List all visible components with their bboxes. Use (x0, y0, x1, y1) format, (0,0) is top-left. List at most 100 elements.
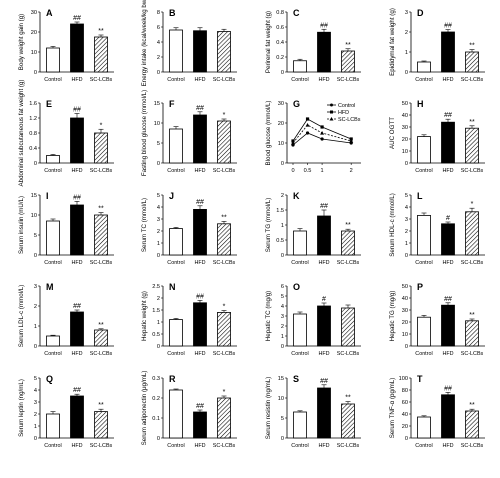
y-tick-label: 10 (31, 213, 37, 219)
bar-control (169, 389, 183, 439)
panel-letter: P (417, 282, 423, 292)
bar-control (293, 313, 307, 347)
category-label: HFD (194, 351, 205, 357)
y-axis-label: Perirenal fat weight (g) (265, 11, 272, 73)
bar-sc-lcbs (217, 223, 231, 256)
y-axis-label: Abdominal subcutaneous fat weight (g) (18, 80, 25, 187)
panel-letter: T (417, 374, 423, 384)
category-label: SC-LCBs (337, 77, 360, 83)
y-tick-label: 5 (157, 141, 160, 147)
category-label: Control (167, 443, 184, 449)
panel-letter: A (46, 8, 53, 18)
category-label: SC-LCBs (213, 351, 236, 357)
category-label: SC-LCBs (213, 168, 236, 174)
category-label: HFD (442, 351, 453, 357)
bar-hfd (70, 117, 84, 164)
y-tick-label: 100 (399, 376, 408, 382)
category-label: HFD (194, 260, 205, 266)
bar-hfd (70, 311, 84, 347)
y-tick-label: 2 (34, 304, 37, 310)
panel-i: 0 5 10 15 Serum insulin (mU/L) I Control ## HFD *… (18, 191, 114, 266)
legend-entry: HFD (338, 110, 349, 116)
y-tick-label: 10 (31, 50, 37, 56)
y-tick-label: 0.2 (152, 396, 160, 402)
bar-control (46, 155, 60, 164)
y-tick-label: 0 (157, 253, 160, 259)
bar-control (46, 413, 60, 439)
category-label: HFD (442, 168, 453, 174)
y-tick-label: 15 (154, 101, 160, 107)
category-label: HFD (442, 443, 453, 449)
category-label: SC-LCBs (461, 77, 484, 83)
y-tick-label: 0.2 (276, 55, 284, 61)
y-tick-label: 30 (31, 10, 37, 16)
y-tick-label: 40 (402, 113, 408, 119)
bar-control (417, 136, 431, 164)
panel-r: 0 0.1 0.2 0.3 Serum adiponectin (μg/mL) R Cont… (141, 371, 237, 449)
panel-letter: D (417, 8, 424, 18)
y-tick-label: 10 (278, 141, 284, 147)
bar-sc-lcbs (217, 397, 231, 439)
series-line-hfd (292, 118, 352, 142)
data-point (305, 131, 310, 135)
y-tick-label: 0.5 (276, 238, 284, 244)
category-label: Control (291, 351, 308, 357)
panel-j: 0 1 2 3 4 5 Serum TC (mmol/L) J Control ## HFD ** SC… (141, 191, 237, 266)
significance-label: ** (469, 312, 475, 319)
bar-control (169, 319, 183, 347)
panel-q: 0 1 2 3 4 5 Serum leptin (ng/mL) Q Control ## HFD *… (18, 374, 114, 449)
y-axis-label: Energy intake (kcal/week/kg bw) (141, 0, 148, 86)
bar-sc-lcbs (465, 51, 479, 73)
significance-label: ## (320, 22, 328, 29)
category-label: Control (415, 443, 432, 449)
y-tick-label: 50 (402, 284, 408, 290)
y-tick-label: 1 (34, 324, 37, 330)
y-axis-label: Serum adiponectin (μg/mL) (141, 371, 148, 446)
y-tick-label: 30 (402, 125, 408, 131)
panel-k: 0 0.5 1 1.5 2 Serum TG (mmol/L) K Control ## HFD *… (265, 191, 361, 266)
y-tick-label: 0 (281, 436, 284, 442)
y-tick-label: 50 (402, 101, 408, 107)
category-label: SC-LCBs (213, 443, 236, 449)
series-line-control (292, 132, 352, 146)
y-tick-label: 0 (405, 344, 408, 350)
y-axis-label: Fasting blood glucose (mmol/L) (141, 90, 148, 176)
significance-label: ## (196, 105, 204, 112)
category-label: Control (167, 351, 184, 357)
bar-control (293, 411, 307, 439)
significance-label: ## (73, 303, 81, 310)
y-tick-label: 1.2 (29, 116, 37, 122)
panel-s: 0 5 10 15 Serum resistin (ng/mL) S Control ## HF… (265, 374, 361, 449)
significance-label: ** (469, 43, 475, 50)
significance-label: ## (73, 194, 81, 201)
y-tick-label: 6 (157, 25, 160, 31)
data-point (291, 141, 295, 145)
panel-letter: J (169, 191, 174, 201)
y-tick-label: 4 (157, 40, 160, 46)
significance-label: ## (444, 385, 452, 392)
panel-letter: B (169, 8, 176, 18)
category-label: HFD (71, 77, 82, 83)
bar-control (417, 316, 431, 347)
bar-control (46, 47, 60, 73)
category-label: HFD (318, 77, 329, 83)
panel-f: 0 5 10 15 Fasting blood glucose (mmol/L) F Con… (141, 90, 237, 176)
significance-label: * (223, 303, 226, 310)
data-point (305, 123, 310, 127)
bar-sc-lcbs (341, 230, 355, 256)
y-tick-label: 4 (405, 205, 408, 211)
y-axis-label: Serum leptin (ng/mL) (18, 379, 25, 437)
panel-letter: O (293, 282, 300, 292)
y-tick-label: 0.8 (276, 10, 284, 16)
y-tick-label: 1 (281, 223, 284, 229)
y-tick-label: 5 (405, 193, 408, 199)
y-tick-label: 20 (31, 30, 37, 36)
significance-label: ## (320, 378, 328, 385)
bar-control (293, 60, 307, 73)
significance-label: # (446, 215, 450, 222)
category-label: SC-LCBs (337, 351, 360, 357)
panel-letter: G (293, 99, 300, 109)
bar-hfd (441, 121, 455, 164)
